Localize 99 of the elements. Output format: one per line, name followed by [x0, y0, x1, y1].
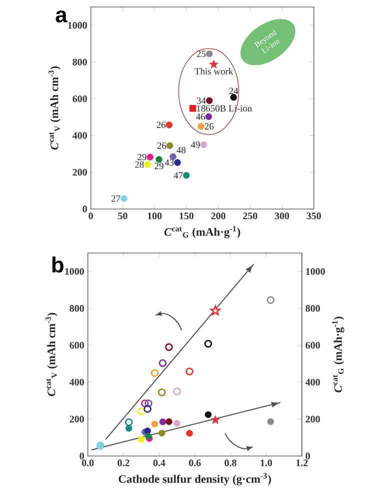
x-tick-label: 200	[211, 212, 226, 220]
y2-axis-title: C$^{cat}$$_{G}$ (mAh·g$^{-1}$)	[332, 316, 344, 392]
point	[144, 405, 152, 413]
point	[174, 420, 180, 427]
point	[173, 388, 181, 396]
point	[183, 172, 190, 179]
x-tick-label: 1.0	[260, 460, 272, 466]
x-axis-title: C$^{cat}$$_{G}$ (mAh·g$^{-1}$)	[164, 226, 240, 238]
point	[150, 369, 159, 377]
point	[156, 156, 162, 163]
x-tick-label: 300	[274, 212, 290, 220]
y2-tick-label: 600	[306, 342, 320, 349]
point	[166, 142, 174, 150]
point	[267, 418, 274, 426]
x-tick-label: 0.6	[189, 460, 201, 466]
point	[266, 296, 275, 304]
y-tick-label: 400	[70, 378, 84, 386]
point	[120, 195, 128, 202]
y2-tick-label: 1000	[306, 268, 325, 275]
y-tick-label: 800	[70, 305, 84, 312]
point	[204, 340, 212, 348]
x-tick-label: 0.8	[224, 460, 236, 466]
text: b	[52, 256, 64, 273]
point	[206, 50, 213, 58]
point	[166, 122, 173, 128]
y2-tick-label: 0	[306, 452, 310, 460]
annotation: 47	[174, 172, 183, 179]
point	[186, 368, 194, 376]
y-tick-label: 0	[82, 206, 88, 212]
y-tick-label: 200	[72, 168, 88, 176]
point	[144, 400, 152, 408]
annotation: 29	[138, 154, 146, 160]
point	[166, 418, 172, 426]
y-tick-label: 800	[72, 58, 88, 66]
y-tick-label: 1000	[65, 268, 84, 275]
point	[210, 305, 220, 316]
x-tick-label: 1.2	[296, 460, 308, 466]
y2-tick-label: 200	[306, 416, 320, 422]
point	[151, 420, 158, 428]
point	[174, 159, 181, 166]
annotation: 26	[157, 142, 166, 149]
point	[144, 161, 152, 168]
point	[158, 430, 166, 437]
point	[198, 122, 205, 130]
point	[145, 432, 152, 440]
annotation: 49	[191, 142, 200, 148]
point	[138, 436, 145, 443]
annotation: 27	[112, 195, 120, 202]
annotation: 26	[156, 122, 166, 128]
y-tick-label: 1000	[68, 22, 88, 29]
point	[158, 388, 166, 396]
y-tick-label: 200	[70, 416, 84, 422]
point	[210, 415, 220, 424]
x-tick-label: 0.0	[82, 460, 94, 466]
annotation: 24	[229, 88, 238, 94]
annotation: 25	[196, 50, 206, 58]
y-axis-title: C$^{cat}$$_{V}$ (mAh cm$^{-3}$)	[46, 312, 58, 396]
annotation: 43	[164, 159, 174, 166]
point	[146, 154, 154, 160]
annotation: 26	[204, 123, 214, 130]
annotation: 34	[197, 97, 206, 104]
point	[138, 407, 146, 416]
x-tick-label: 0.2	[118, 460, 130, 466]
annotation: 29	[154, 162, 164, 170]
x-axis-title: Cathode sulfur density (g·cm$^{-3}$)	[118, 473, 272, 486]
y-tick-label: 600	[70, 342, 84, 349]
text: a	[56, 10, 68, 23]
x-tick-label: 250	[243, 212, 258, 220]
y-tick-label: 600	[72, 95, 88, 102]
y-axis-title: C$^{cat}$$_{V}$ (mAh cm$^{-3}$)	[48, 66, 61, 150]
y2-tick-label: 800	[306, 305, 320, 312]
point	[230, 94, 238, 101]
x-tick-label: 100	[148, 212, 162, 220]
point	[186, 430, 193, 437]
annotation: This work	[194, 68, 234, 75]
annotation: 28	[135, 161, 144, 168]
annotation: 48	[176, 146, 186, 154]
x-tick-label: 350	[306, 212, 322, 220]
x-tick-label: 0	[88, 212, 94, 220]
point	[159, 418, 166, 426]
y-tick-label: 400	[72, 132, 88, 139]
y2-tick-label: 400	[306, 378, 320, 386]
point	[206, 97, 213, 104]
point	[200, 141, 208, 148]
point	[126, 424, 132, 432]
x-tick-label: 0.4	[153, 460, 166, 466]
point	[158, 359, 167, 368]
annotation: 46	[196, 113, 206, 120]
point	[189, 104, 196, 112]
point	[144, 428, 152, 434]
x-tick-label: 50	[118, 212, 128, 220]
point	[204, 411, 212, 418]
y-tick-label: 0	[80, 452, 84, 460]
point	[205, 113, 212, 120]
point	[165, 343, 173, 352]
point	[125, 418, 133, 426]
point	[209, 60, 218, 68]
point	[141, 400, 149, 408]
x-tick-label: 150	[180, 212, 194, 220]
